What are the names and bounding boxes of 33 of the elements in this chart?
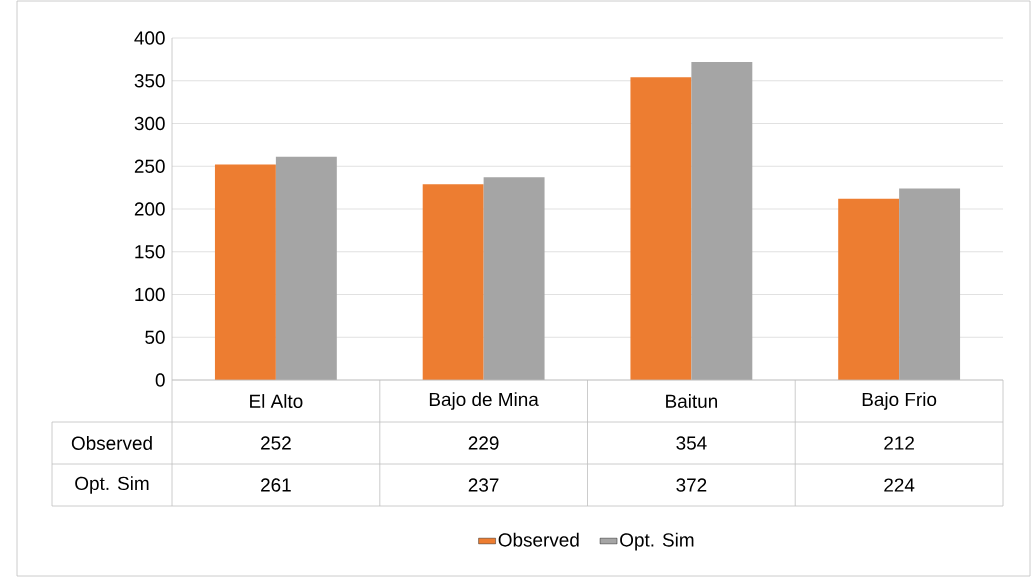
y-tick-label: 300 <box>134 116 165 131</box>
x-tick-label: Bajo de Mina <box>429 392 539 410</box>
bar <box>275 156 337 381</box>
data-label: 237 <box>468 478 499 492</box>
y-tick-label: 400 <box>134 31 165 45</box>
data-label: 229 <box>468 436 499 450</box>
bar <box>422 184 484 381</box>
x-tick-label: Bajo Frio <box>862 392 937 410</box>
data-label: 372 <box>676 478 707 492</box>
x-tick-label: Baitun <box>666 394 718 408</box>
y-tick-label: 200 <box>134 202 165 216</box>
legend-label: Opt. Sim <box>620 532 694 551</box>
bar <box>630 77 692 381</box>
data-label: 261 <box>261 478 291 492</box>
y-tick-label: 50 <box>145 330 165 344</box>
y-tick-label: 350 <box>134 74 165 88</box>
y-tick-label: 100 <box>135 287 165 302</box>
text: Opt. Sim <box>75 476 149 494</box>
text: Observed <box>71 436 152 450</box>
x-tick-label: El Alto <box>250 394 303 408</box>
bar <box>483 177 545 381</box>
data-label: 212 <box>884 436 914 450</box>
bar <box>899 188 961 381</box>
bar <box>214 164 276 381</box>
data-label: 354 <box>676 436 707 450</box>
y-tick-label: 150 <box>135 245 165 259</box>
y-tick-label: 250 <box>134 159 165 173</box>
data-label: 252 <box>261 436 291 450</box>
bar <box>691 61 753 381</box>
legend-label: Observed <box>498 532 579 547</box>
y-tick-label: 0 <box>155 373 165 387</box>
data-label: 224 <box>884 478 915 492</box>
bar <box>838 198 900 381</box>
